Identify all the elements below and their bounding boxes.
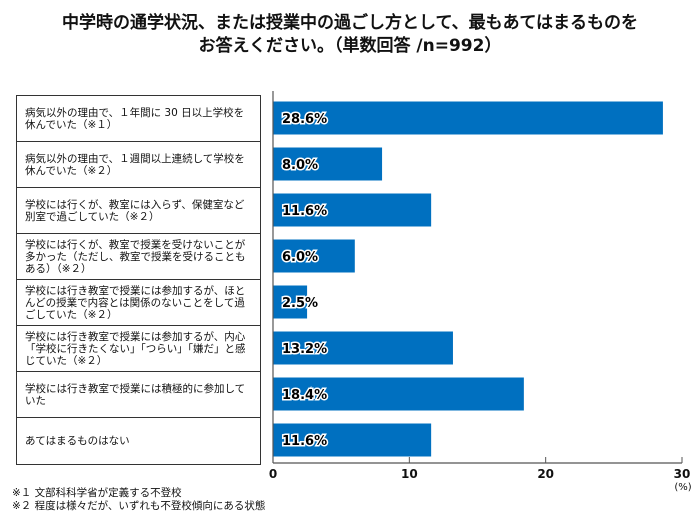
bar [273,101,663,135]
data-label: 28.6% [282,112,327,127]
data-label: 11.6% [282,434,327,449]
data-label: 11.6% [282,204,327,219]
title-line-1: 中学時の通学状況、または授業中の過ごし方として、最もあてはまるものを [62,13,638,33]
chart-title: 中学時の通学状況、または授業中の過ごし方として、最もあてはまるものを お答えくだ… [0,12,700,58]
category-label-text: 学校には行くが、教室には入らず、保健室など別室で過ごしていた（※２） [25,198,245,223]
x-tick-label: 10 [401,467,418,481]
bar [273,147,383,181]
x-tick-label: 0 [269,467,277,481]
category-label-text: 病気以外の理由で、１年間に 30 日以上学校を休んでいた（※１） [25,106,245,131]
data-label: 8.0% [282,158,318,173]
bar [273,331,453,365]
footnotes: ※１ 文部科科学省が定義する不登校 ※２ 程度は様々だが、いずれも不登校傾向にあ… [12,487,265,513]
bar [273,285,308,319]
bar [273,193,432,227]
data-label: 18.4% [282,388,327,403]
category-label: 病気以外の理由で、１年間に 30 日以上学校を休んでいた（※１） [17,96,260,142]
category-label: 学校には行くが、教室には入らず、保健室など別室で過ごしていた（※２） [17,188,260,234]
category-label: 学校には行き教室で授業には参加するが、内心「学校に行きたくない」「つらい」「嫌だ… [17,326,260,372]
data-label: 6.0% [282,250,318,265]
category-label-text: 学校には行くが、教室で授業を受けないことが多かった（ただし、教室で授業を受けるこ… [25,238,246,275]
title-line-2: お答えください。（単数回答 /n=992） [198,36,502,56]
data-label: 2.5% [282,296,318,311]
bar [273,239,355,273]
category-label: 病気以外の理由で、１週間以上連続して学校を休んでいた（※２） [17,142,260,188]
category-label-text: 学校には行き教室で授業には参加するが、ほとんどの授業で内容とは関係のないことをし… [25,284,246,321]
category-label: 学校には行き教室で授業には参加するが、ほとんどの授業で内容とは関係のないことをし… [17,280,260,326]
category-label-text: あてはまるものはない [25,435,130,447]
bar [273,423,432,457]
category-label: あてはまるものはない [17,418,260,464]
data-label: 13.2% [282,342,327,357]
footnote-1: ※１ 文部科科学省が定義する不登校 [12,487,182,499]
x-tick-label: 30 [674,467,691,481]
bar [273,377,524,411]
category-label: 学校には行くが、教室で授業を受けないことが多かった（ただし、教室で授業を受けるこ… [17,234,260,280]
category-label-text: 学校には行き教室で授業には積極的に参加していた [25,382,246,407]
category-label-text: 病気以外の理由で、１週間以上連続して学校を休んでいた（※２） [25,152,245,177]
category-label: 学校には行き教室で授業には積極的に参加していた [17,372,260,418]
category-label-text: 学校には行き教室で授業には参加するが、内心「学校に行きたくない」「つらい」「嫌だ… [25,330,246,367]
category-labels: 病気以外の理由で、１年間に 30 日以上学校を休んでいた（※１） 病気以外の理由で… [16,95,261,465]
x-unit-label: (%) [674,482,691,493]
x-tick-label: 20 [537,467,554,481]
footnote-2: ※２ 程度は様々だが、いずれも不登校傾向にある状態 [12,500,266,512]
